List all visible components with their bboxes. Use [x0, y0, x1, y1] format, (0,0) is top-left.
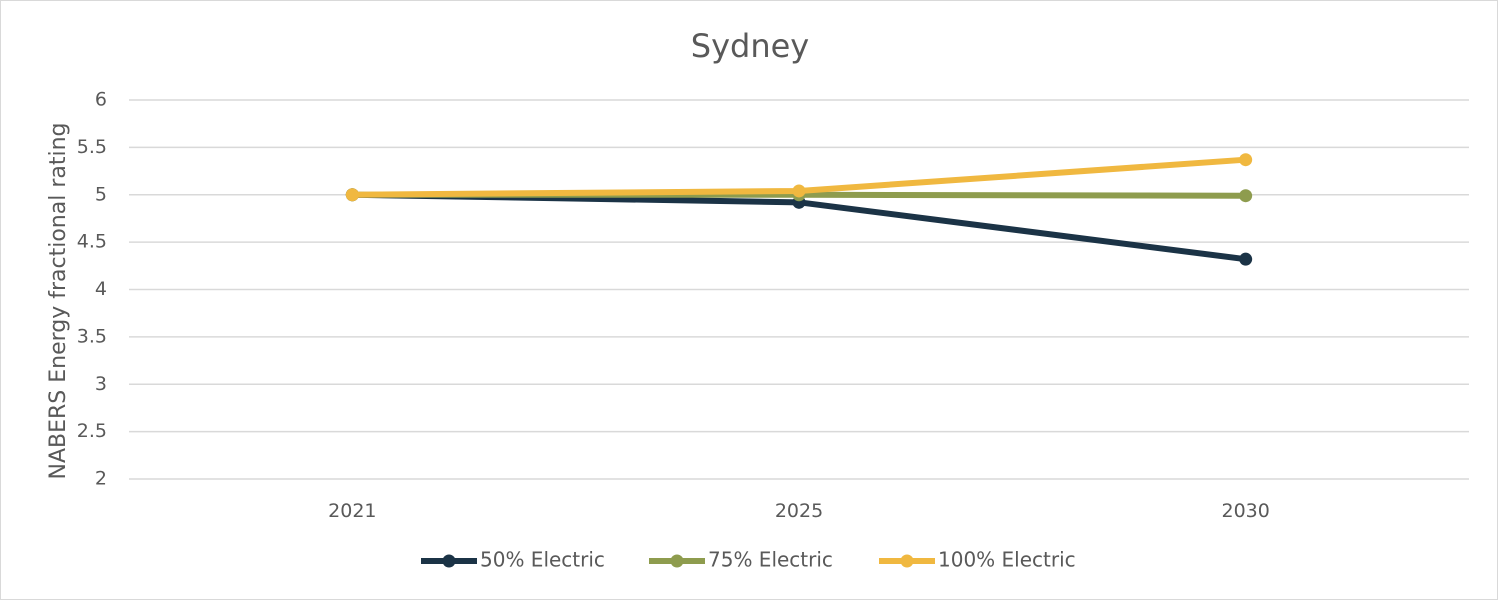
data-point	[792, 184, 806, 198]
legend-item: 50% Electric	[421, 548, 605, 572]
x-tick-label: 2030	[1221, 500, 1269, 522]
data-point	[1239, 189, 1253, 203]
x-tick-label: 2021	[328, 500, 376, 522]
legend-label: 50% Electric	[480, 548, 605, 572]
legend: 50% Electric 75% Electric 100% Electric	[421, 548, 1076, 572]
x-axis-ticks: 2021 2025 2030	[328, 500, 1270, 522]
y-tick-label: 6	[95, 89, 107, 111]
data-point	[1239, 252, 1253, 266]
series-lines	[345, 153, 1253, 266]
legend-swatch-marker	[900, 554, 914, 568]
y-tick-label: 5	[95, 183, 107, 205]
legend-item: 75% Electric	[649, 548, 833, 572]
y-tick-label: 2	[95, 468, 107, 490]
y-tick-label: 3.5	[77, 325, 107, 347]
legend-label: 100% Electric	[938, 548, 1076, 572]
x-tick-label: 2025	[775, 500, 823, 522]
data-point	[345, 188, 359, 202]
chart-title: Sydney	[691, 27, 809, 65]
y-tick-label: 5.5	[77, 136, 107, 158]
legend-label: 75% Electric	[708, 548, 833, 572]
legend-item: 100% Electric	[879, 548, 1076, 572]
gridlines	[129, 99, 1469, 480]
legend-swatch-marker	[670, 554, 684, 568]
legend-swatch-marker	[442, 554, 456, 568]
y-tick-label: 2.5	[77, 420, 107, 442]
y-axis-label: NABERS Energy fractional rating	[46, 122, 71, 479]
y-axis-ticks: 2 2.5 3 3.5 4 4.5 5 5.5 6	[77, 89, 107, 490]
y-tick-label: 3	[95, 373, 107, 395]
y-tick-label: 4	[95, 278, 107, 300]
y-tick-label: 4.5	[77, 231, 107, 253]
series-2	[345, 153, 1253, 202]
data-point	[1239, 153, 1253, 167]
